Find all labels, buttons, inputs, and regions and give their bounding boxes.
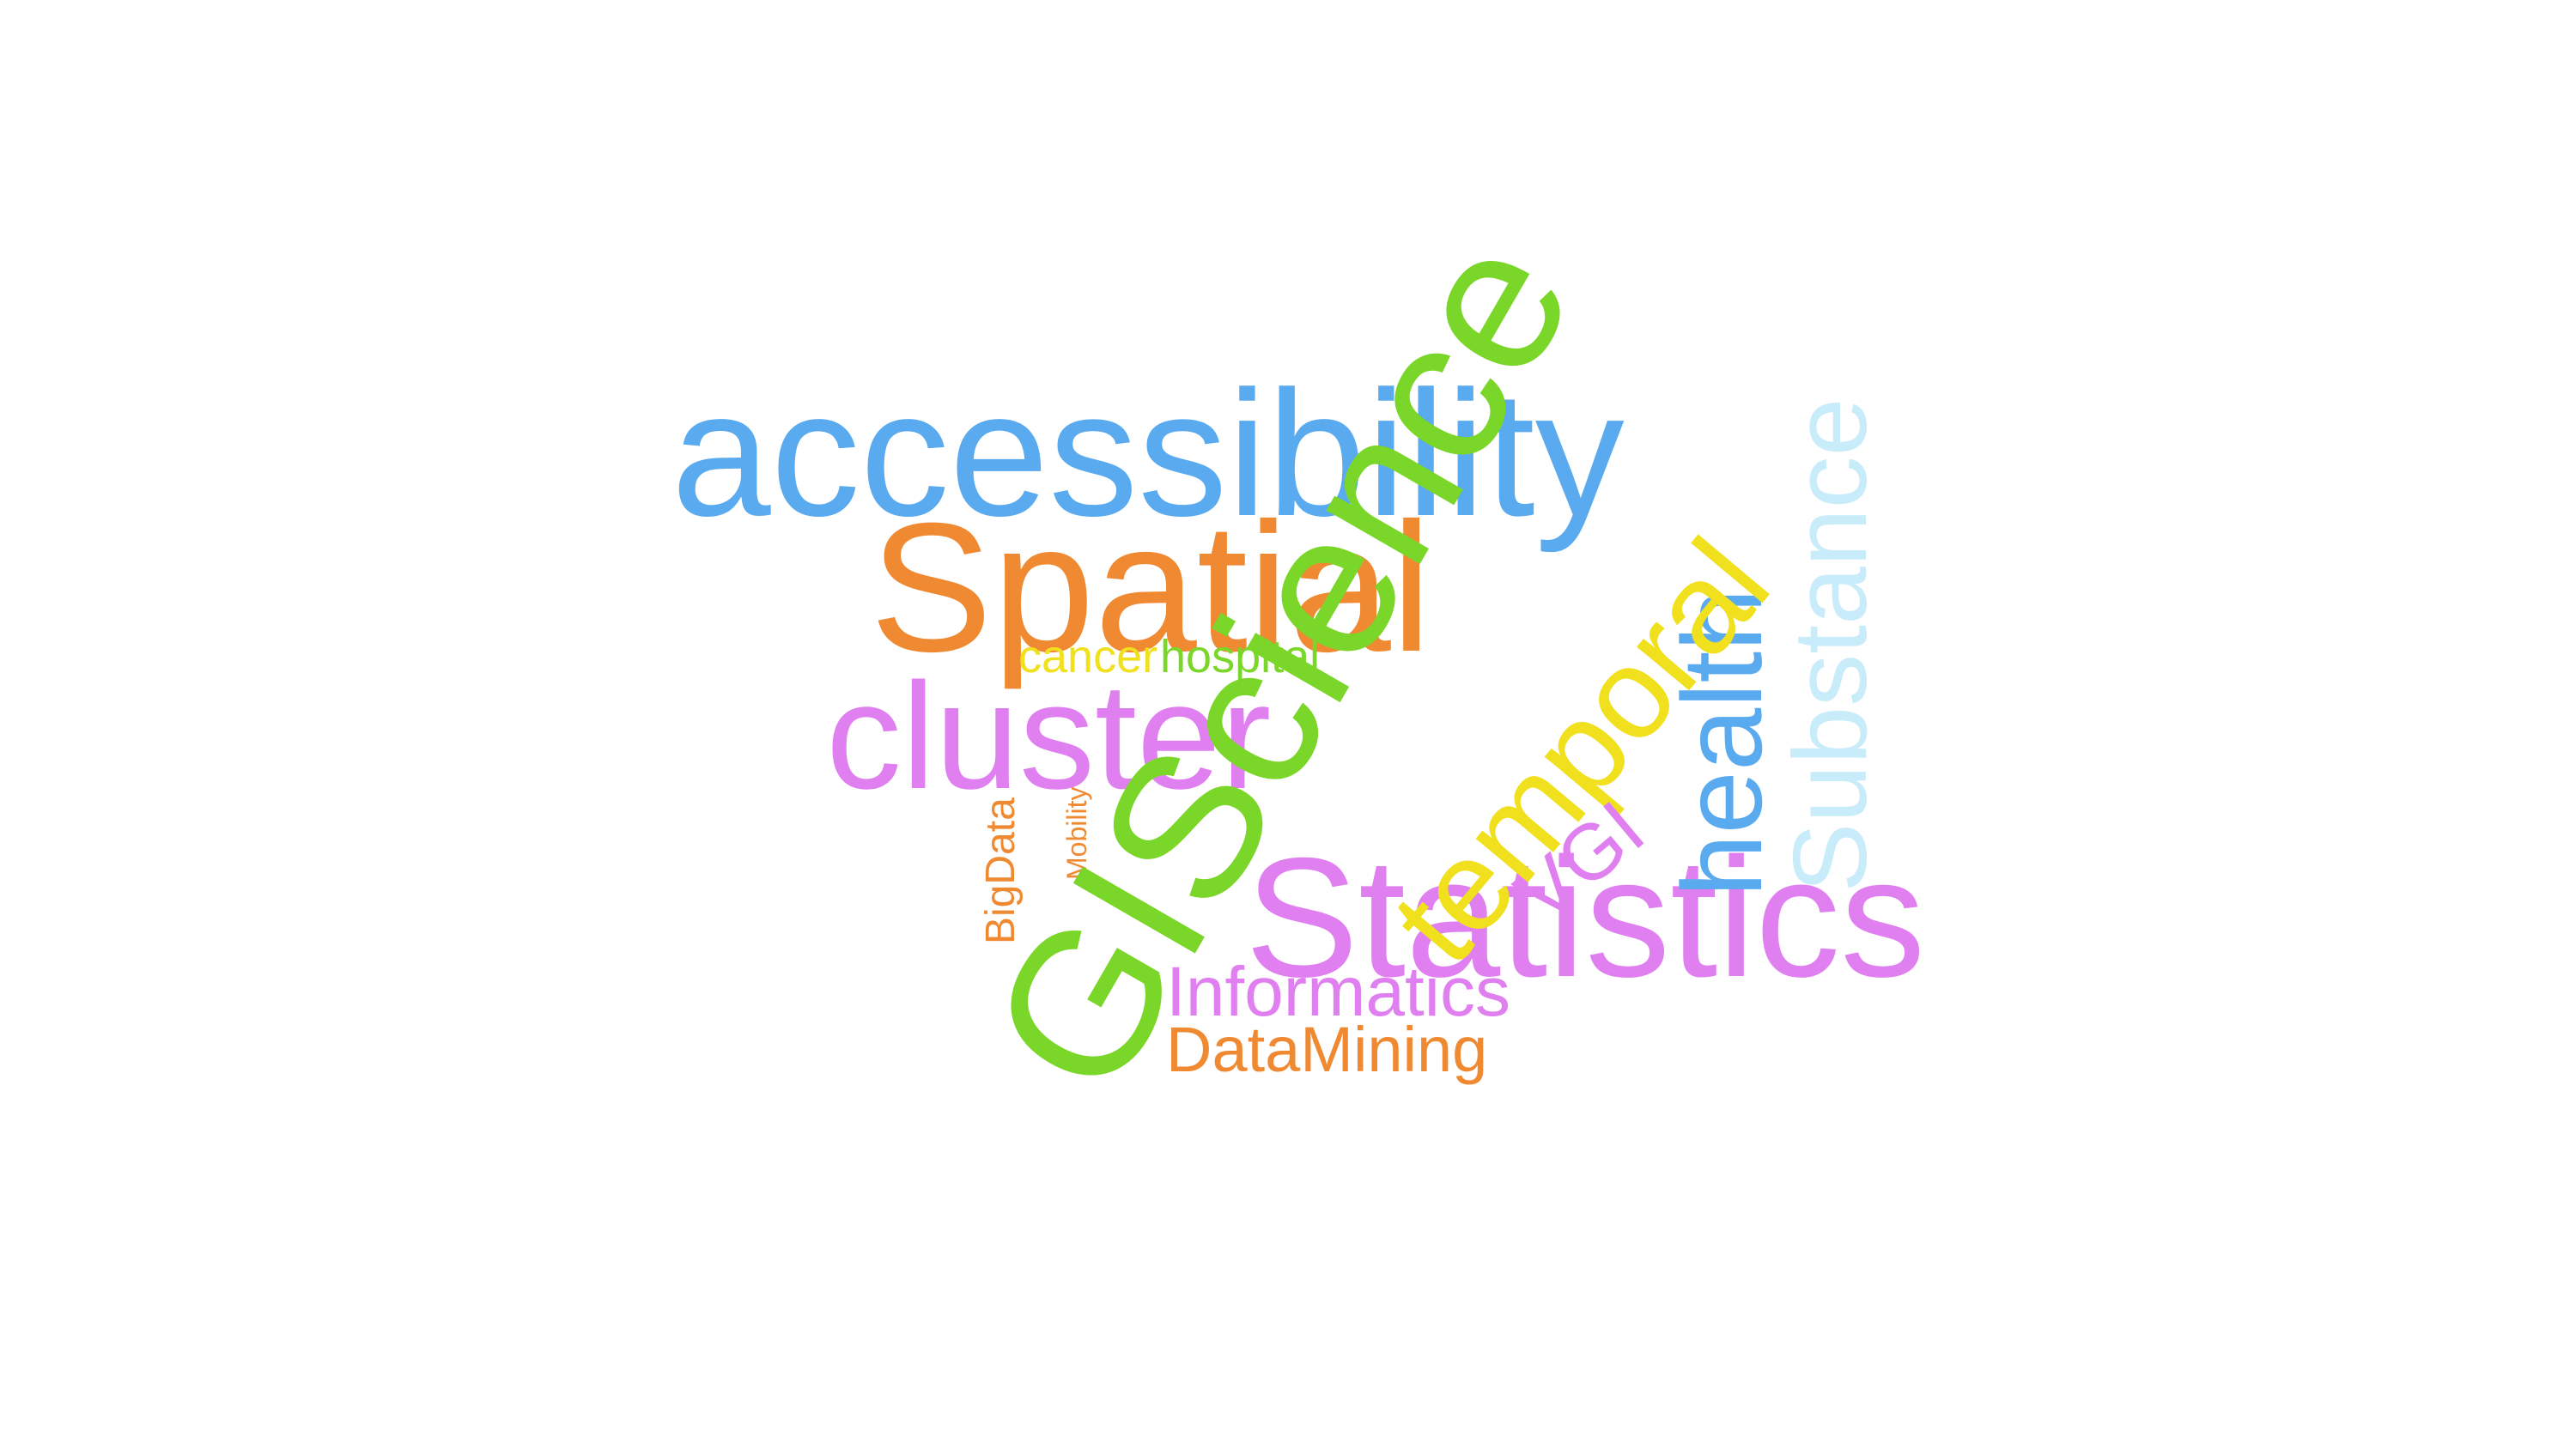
word-spatial: Spatial <box>870 485 1432 690</box>
word-informatics: Informatics <box>1166 953 1510 1031</box>
word-datamining: DataMining <box>1166 1014 1488 1085</box>
word-cluster: cluster <box>826 652 1272 821</box>
word-accessibility: accessibility <box>671 355 1625 554</box>
word-hospital: hospital <box>1160 631 1321 682</box>
word-statistics: Statistics <box>1245 822 1926 1012</box>
word-cancer: cancer <box>1018 631 1158 682</box>
word-substance: Substance <box>1771 397 1888 893</box>
